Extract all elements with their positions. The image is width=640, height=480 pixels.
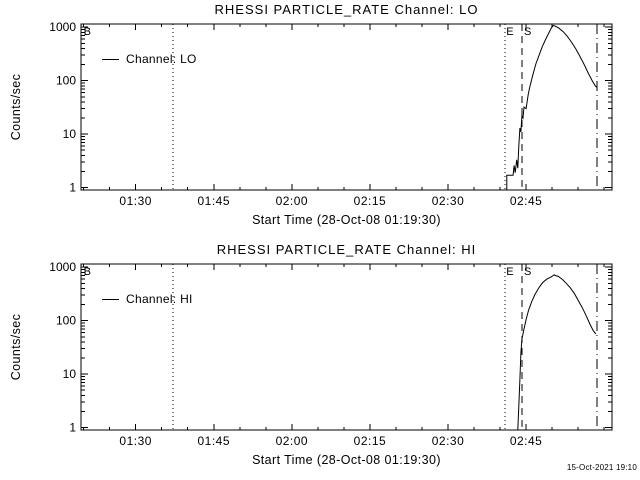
x-tick-label: 02:45 — [510, 194, 543, 208]
x-tick-label: 01:30 — [119, 194, 152, 208]
chart-hi-legend: Channel: HI — [102, 292, 193, 306]
y-tick-label: 10 — [63, 367, 77, 381]
x-tick-label: 01:45 — [197, 194, 230, 208]
y-tick-label: 1 — [69, 421, 76, 435]
series-curve — [517, 274, 597, 431]
flag-letter-e: E — [506, 266, 513, 278]
legend-line-sample — [102, 298, 119, 300]
chart-hi-title: RHESSI PARTICLE_RATE Channel: HI — [216, 242, 477, 257]
plot-generated-timestamp: 15-Oct-2021 19:10 — [566, 463, 637, 472]
plot-frame — [80, 23, 613, 191]
x-tick-label: 02:45 — [510, 434, 543, 448]
y-tick-label: 1000 — [49, 20, 76, 34]
chart-lo-plot-area: 01:30 01:45 02:00 02:15 02:30 02:45 1 10 100 1000… — [49, 20, 613, 208]
series-curve — [506, 24, 598, 190]
y-tick-label: 1000 — [49, 260, 76, 274]
x-tick-label: 02:00 — [276, 434, 309, 448]
chart-hi-plot-area: 01:30 01:45 02:00 02:15 02:30 02:45 1 10 100 1000… — [49, 260, 613, 448]
plot-frame — [80, 263, 613, 431]
y-tick-label: 100 — [56, 314, 76, 328]
flag-letter-s: S — [524, 266, 531, 278]
flag-letter-e: E — [506, 26, 513, 38]
x-tick-label: 02:15 — [354, 434, 387, 448]
flag-letter-s: S — [524, 26, 531, 38]
y-tick-label: 100 — [56, 74, 76, 88]
flag-letter-b: B — [84, 266, 91, 278]
y-tick-label: 10 — [63, 127, 77, 141]
legend-label: Channel: LO — [126, 52, 197, 66]
chart-lo-legend: Channel: LO — [102, 52, 197, 66]
flag-letter-b: B — [84, 26, 91, 38]
legend-line-sample — [102, 58, 119, 60]
x-tick-label: 01:45 — [197, 434, 230, 448]
legend-label: Channel: HI — [126, 292, 193, 306]
x-tick-label: 02:30 — [432, 194, 465, 208]
chart-lo-title: RHESSI PARTICLE_RATE Channel: LO — [214, 2, 479, 17]
y-tick-label: 1 — [69, 181, 76, 195]
x-tick-label: 02:30 — [432, 434, 465, 448]
chart-hi-x-axis-title: Start Time (28-Oct-08 01:19:30) — [252, 453, 441, 467]
x-tick-label: 01:30 — [119, 434, 152, 448]
chart-lo-x-axis-title: Start Time (28-Oct-08 01:19:30) — [252, 213, 441, 227]
x-tick-label: 02:00 — [276, 194, 309, 208]
x-tick-label: 02:15 — [354, 194, 387, 208]
